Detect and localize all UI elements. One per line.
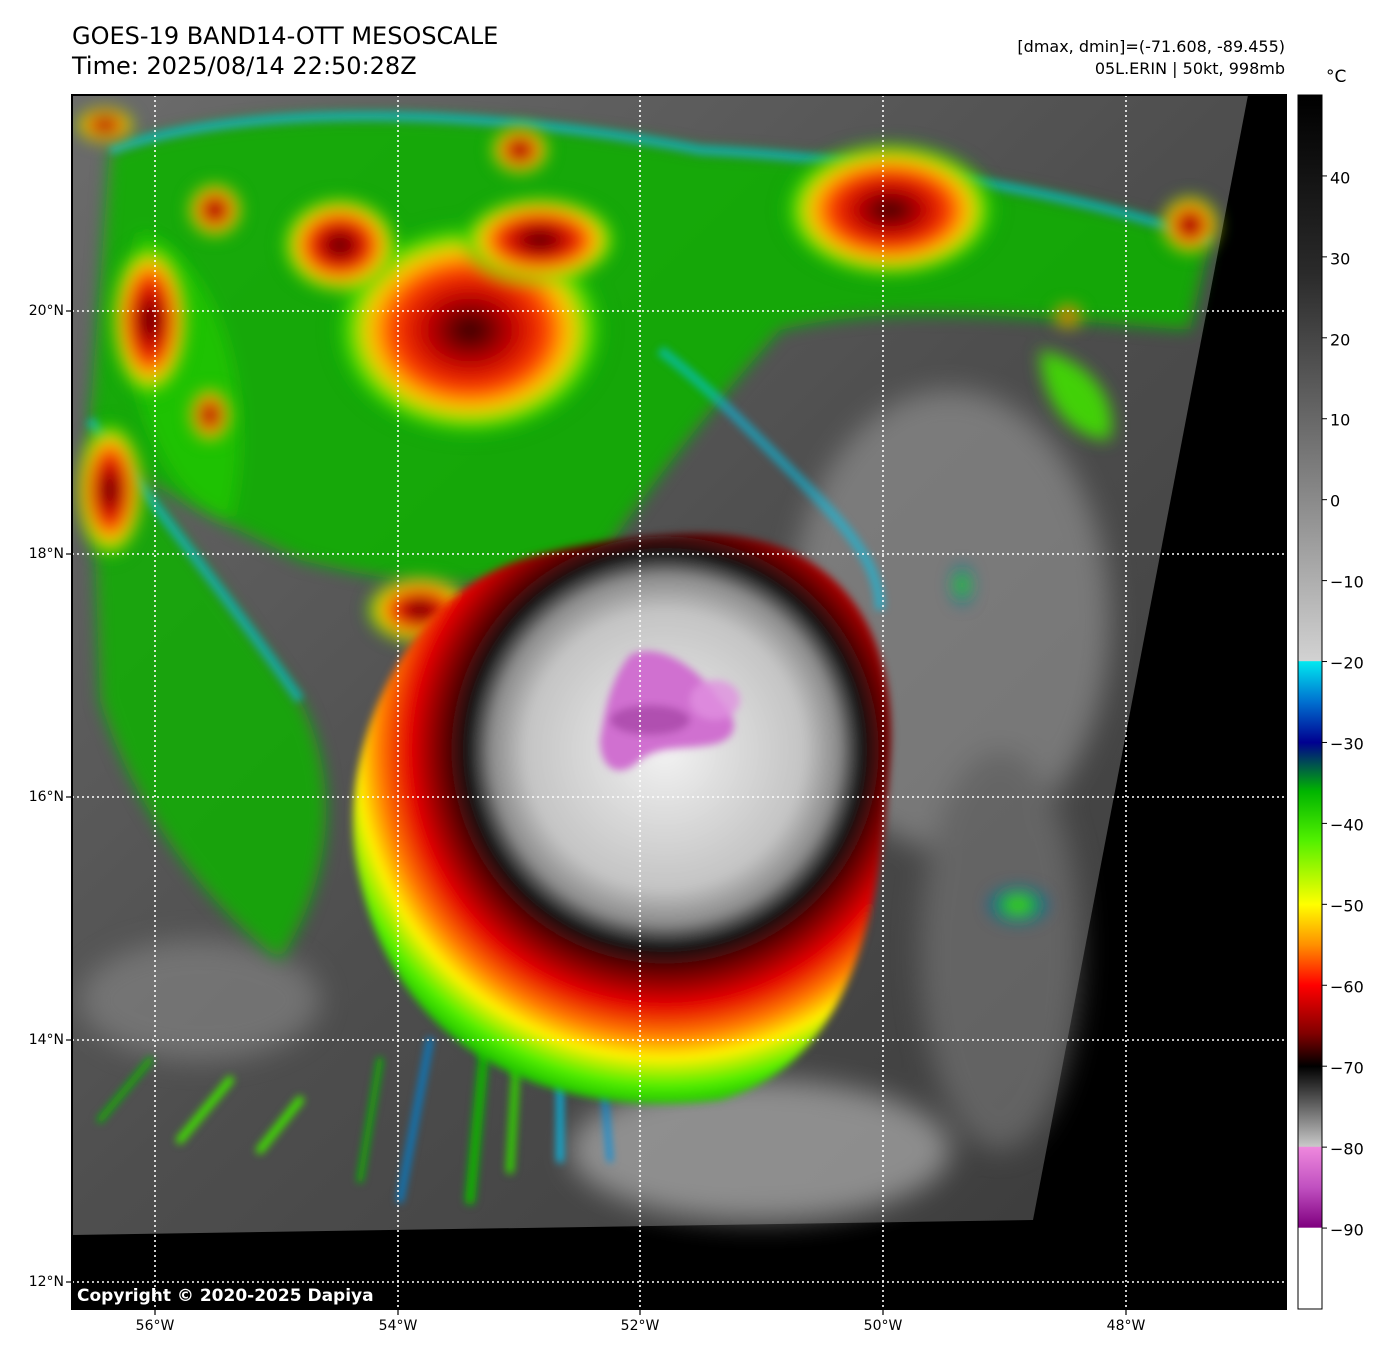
storm-info-text: 05L.ERIN | 50kt, 998mb: [1094, 59, 1285, 78]
lat-label-12n: 12°N: [28, 1274, 64, 1290]
colorbar: [1298, 95, 1322, 1309]
colorbar-label: −60: [1330, 977, 1364, 997]
colorbar-label: −40: [1330, 815, 1364, 835]
colorbar-unit: °C: [1326, 67, 1347, 87]
lon-label-50w: 50°W: [863, 1318, 903, 1334]
colorbar-frame: [1297, 94, 1323, 1310]
colorbar-ticks: [1322, 175, 1327, 1229]
lat-label-18n: 18°N: [28, 546, 64, 562]
lat-label-16n: 16°N: [28, 789, 64, 805]
colorbar-label: −30: [1330, 734, 1364, 754]
colorbar-label: −50: [1330, 896, 1364, 916]
chart-title: GOES-19 BAND14-OTT MESOSCALE: [72, 22, 499, 50]
lon-label-56w: 56°W: [135, 1318, 175, 1334]
colorbar-label: 40: [1330, 168, 1351, 188]
colorbar-label: 0: [1330, 491, 1341, 511]
colorbar-label: −80: [1330, 1139, 1364, 1159]
satellite-imagery: [72, 95, 1286, 1309]
colorbar-label: 10: [1330, 410, 1351, 430]
axis-ticks: [66, 310, 1127, 1315]
lon-label-54w: 54°W: [378, 1318, 418, 1334]
colorbar-label: −70: [1330, 1058, 1364, 1078]
lon-label-48w: 48°W: [1106, 1318, 1146, 1334]
chart-time: Time: 2025/08/14 22:50:28Z: [72, 52, 417, 80]
colorbar-label: −20: [1330, 653, 1364, 673]
temperature-range-text: [dmax, dmin]=(-71.608, -89.455): [1017, 37, 1285, 56]
graticule: [72, 95, 1286, 1309]
colorbar-label: 20: [1330, 330, 1351, 350]
lat-label-20n: 20°N: [28, 303, 64, 319]
colorbar-label: 30: [1330, 249, 1351, 269]
lat-label-14n: 14°N: [28, 1032, 64, 1048]
lon-label-52w: 52°W: [620, 1318, 660, 1334]
colorbar-label: −90: [1330, 1220, 1364, 1240]
map-frame: [71, 94, 1287, 1310]
copyright-text: Copyright © 2020-2025 Dapiya: [77, 1286, 374, 1306]
colorbar-label: −10: [1330, 572, 1364, 592]
